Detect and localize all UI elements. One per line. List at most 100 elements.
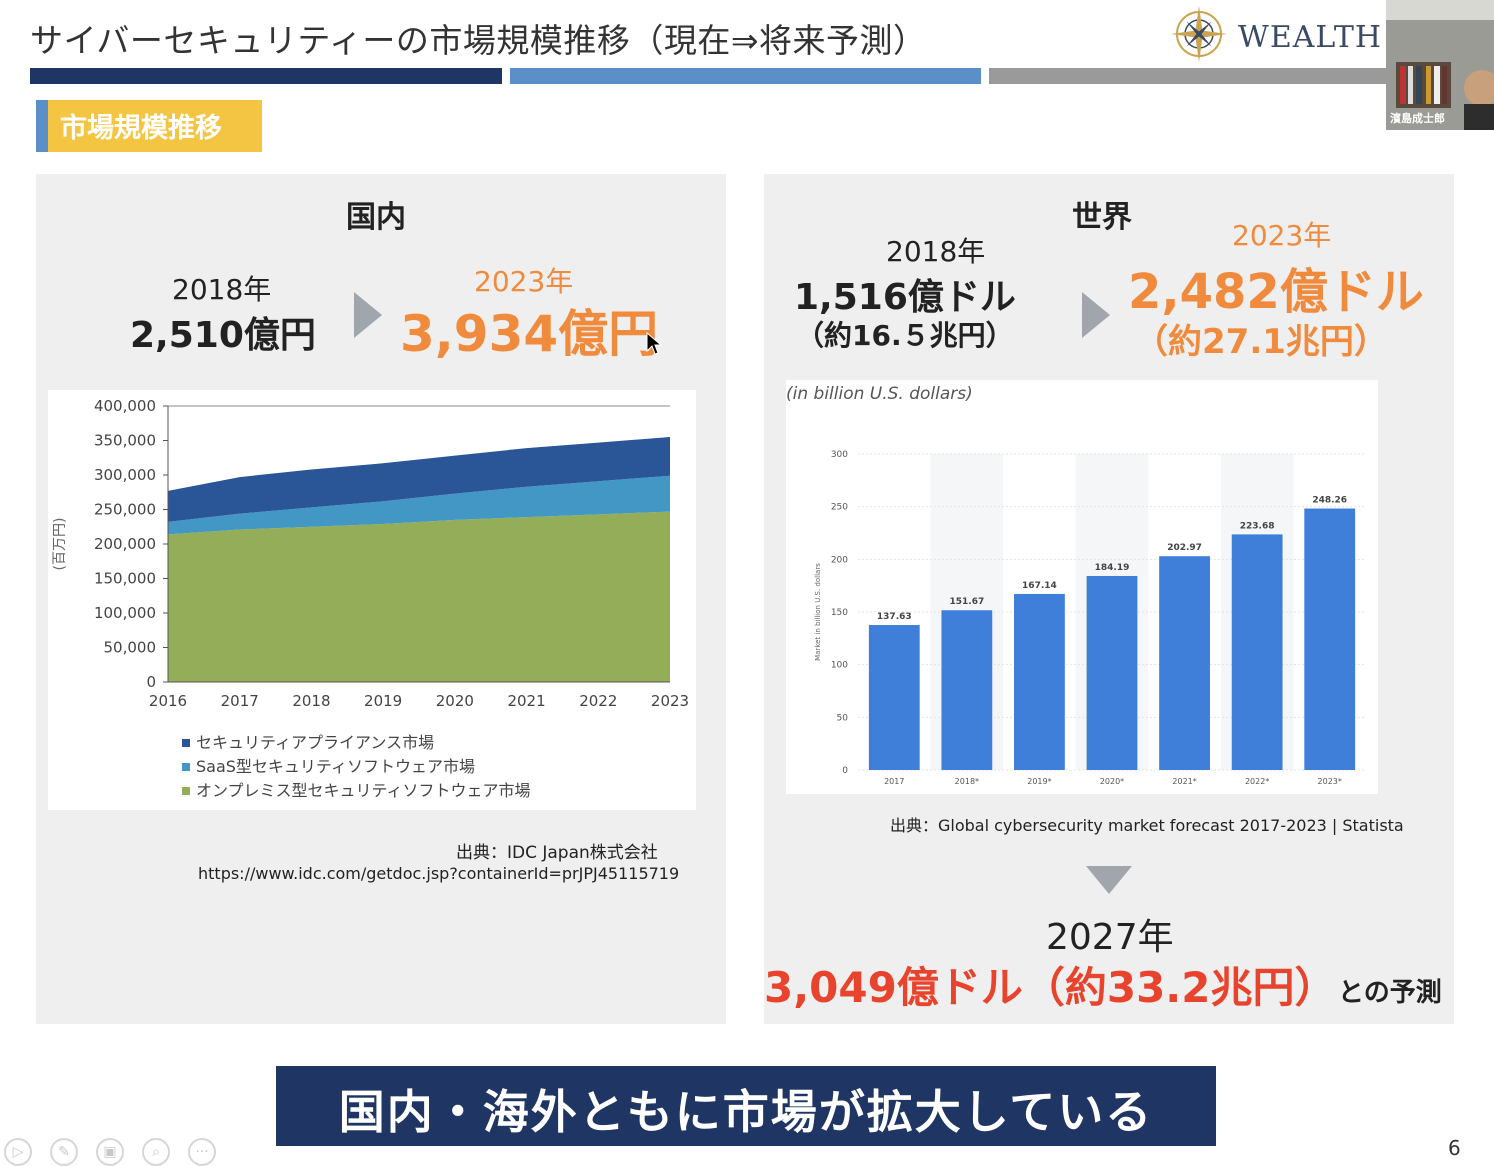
- webcam-video[interactable]: 濱島成士郎: [1386, 0, 1494, 130]
- area-series-0: [168, 511, 670, 682]
- bar-2018*: [941, 610, 993, 770]
- webcam-name-label: 濱島成士郎: [1390, 112, 1445, 125]
- conclusion-banner: 国内・海外ともに市場が拡大している: [276, 1066, 1216, 1146]
- y-tick-label: 400,000: [94, 397, 156, 415]
- domestic-2023-label: 2023年: [474, 265, 574, 298]
- x-tick-label: 2018: [292, 692, 330, 710]
- data-label: 184.19: [1095, 563, 1130, 573]
- section-tag: 市場規模推移: [36, 100, 262, 152]
- bar-2020*: [1086, 575, 1138, 770]
- more-icon[interactable]: ···: [188, 1138, 216, 1166]
- domestic-source-line1: 出典：IDC Japan株式会社: [456, 843, 658, 863]
- title-bar-navy: [30, 68, 502, 84]
- pen-icon[interactable]: ✎: [50, 1138, 78, 1166]
- x-tick-label: 2022: [579, 692, 617, 710]
- x-tick-label: 2019*: [1027, 777, 1051, 786]
- data-label: 151.67: [949, 597, 984, 607]
- title-bar-gray: [989, 68, 1389, 84]
- x-tick-label: 2017: [884, 777, 904, 786]
- world-2023-value: 2,482億ドル: [1128, 264, 1424, 320]
- x-tick-label: 2016: [149, 692, 187, 710]
- world-2027-suffix: との予測: [1338, 978, 1442, 1008]
- mouse-cursor-icon: [646, 332, 662, 355]
- title-bar-blue: [510, 68, 981, 84]
- legend-label-0: セキュリティアプライアンス市場: [196, 733, 434, 752]
- world-chart-caption: (in billion U.S. dollars): [786, 384, 973, 404]
- world-2018-value: 1,516億ドル: [794, 277, 1016, 318]
- world-2018-label: 2018年: [886, 235, 986, 268]
- data-label: 137.63: [877, 612, 912, 622]
- data-label: 248.26: [1312, 495, 1347, 505]
- data-label: 202.97: [1167, 543, 1202, 553]
- webcam-scene: [1386, 0, 1494, 130]
- y-tick-label: 0: [842, 766, 848, 776]
- compass-logo-icon: [1171, 6, 1227, 62]
- domestic-arrow-icon: [354, 292, 382, 338]
- domestic-2023-value: 3,934億円: [400, 305, 659, 363]
- y-tick-label: 250,000: [94, 501, 156, 519]
- domestic-heading: 国内: [346, 200, 406, 235]
- world-2023-sub: （約27.1兆円）: [1134, 322, 1388, 362]
- world-2027-value: 3,049億ドル（約33.2兆円）: [764, 963, 1337, 1012]
- page-number: 6: [1448, 1136, 1461, 1160]
- y-tick-label: 150: [831, 608, 848, 618]
- x-tick-label: 2017: [221, 692, 259, 710]
- area-series-1: [168, 475, 670, 535]
- y-tick-label: 100,000: [94, 604, 156, 622]
- x-tick-label: 2021: [507, 692, 545, 710]
- section-tag-label: 市場規模推移: [60, 113, 222, 144]
- bar-2019*: [1014, 593, 1065, 770]
- data-label: 167.14: [1022, 581, 1057, 591]
- legend-label-1: SaaS型セキュリティソフトウェア市場: [196, 757, 475, 776]
- world-source: 出典：Global cybersecurity market forecast …: [890, 816, 1404, 835]
- x-tick-label: 2021*: [1172, 777, 1196, 786]
- legend-swatch-2: [182, 787, 190, 795]
- section-tag-edge: [36, 100, 48, 152]
- legend-label-2: オンプレミス型セキュリティソフトウェア市場: [196, 781, 531, 800]
- world-bar-chart: 0 50 100 150 200 250 300 137.63 2017 151.67 2018* 1…: [814, 450, 1366, 786]
- y-tick-label: 50: [837, 713, 849, 723]
- y-tick-label: 150,000: [94, 570, 156, 588]
- world-heading: 世界: [1072, 200, 1132, 235]
- y-tick-label: 200: [831, 555, 848, 565]
- world-2027-label: 2027年: [1046, 917, 1174, 958]
- zoom-icon[interactable]: ⌕: [142, 1138, 170, 1166]
- y-tick-label: 50,000: [104, 639, 157, 657]
- x-tick-label: 2022*: [1245, 777, 1269, 786]
- x-tick-label: 2019: [364, 692, 402, 710]
- conclusion-text: 国内・海外ともに市場が拡大している: [338, 1085, 1154, 1139]
- slides-icon[interactable]: ▣: [96, 1138, 124, 1166]
- y-tick-label: 100: [831, 661, 848, 671]
- x-tick-label: 2020: [436, 692, 474, 710]
- world-arrow-icon: [1082, 292, 1110, 338]
- world-down-arrow-icon: [1086, 866, 1132, 894]
- bar-2023*: [1304, 508, 1356, 770]
- x-tick-label: 2023: [651, 692, 689, 710]
- world-2023-label: 2023年: [1232, 219, 1332, 252]
- y-axis-label: (百万円): [52, 518, 68, 571]
- x-tick-label: 2018*: [955, 777, 979, 786]
- y-tick-label: 300: [831, 450, 848, 460]
- bar-2022*: [1231, 534, 1283, 770]
- y-axis-label: Market in billion U.S. dollars: [814, 563, 822, 661]
- logo-text: WEALTH: [1238, 20, 1383, 55]
- domestic-source-url[interactable]: https://www.idc.com/getdoc.jsp?container…: [198, 864, 680, 883]
- legend-swatch-0: [182, 739, 190, 747]
- y-tick-label: 250: [831, 503, 848, 513]
- domestic-2018-label: 2018年: [172, 273, 272, 306]
- play-icon[interactable]: ▷: [4, 1138, 32, 1166]
- slide-title: サイバーセキュリティーの市場規模推移（現在⇒将来予測）: [30, 21, 927, 60]
- x-tick-label: 2023*: [1318, 777, 1342, 786]
- legend-swatch-1: [182, 763, 190, 771]
- world-2018-sub: （約16.５兆円）: [796, 319, 1014, 352]
- domestic-area-chart: 0 50,000 100,000 150,000 200,000 250,000 300,0…: [52, 397, 689, 800]
- y-tick-label: 200,000: [94, 535, 156, 553]
- x-tick-label: 2020*: [1100, 777, 1124, 786]
- y-tick-label: 350,000: [94, 432, 156, 450]
- bar-2017: [868, 625, 920, 770]
- domestic-2018-value: 2,510億円: [130, 315, 316, 356]
- bar-2021*: [1159, 556, 1210, 770]
- area-series-2: [168, 437, 670, 522]
- y-tick-label: 0: [146, 673, 156, 691]
- y-tick-label: 300,000: [94, 466, 156, 484]
